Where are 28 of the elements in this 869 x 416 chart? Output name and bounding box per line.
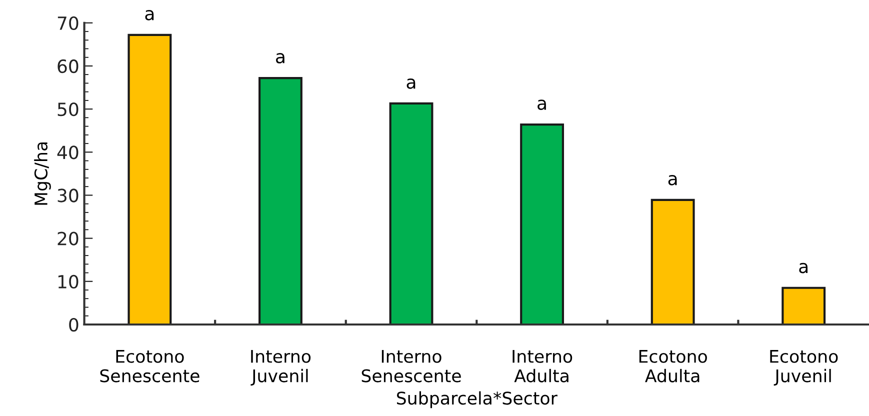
x-tick-label: Ecotono Adulta (639, 350, 707, 382)
annotation: a (276, 53, 284, 64)
x-tick-label: Ecotono Juvenil (770, 350, 838, 386)
annotation: a (668, 174, 677, 186)
y-tick-label: 60 (58, 59, 78, 74)
x-tick-label: Ecotono Senescente (100, 350, 200, 382)
x-axis-title: Subparcela*Sector (396, 391, 558, 408)
y-tick-label: 50 (58, 102, 78, 116)
bar (520, 124, 564, 324)
bar (258, 76, 302, 324)
y-axis-title: MgC/ha (34, 142, 51, 205)
y-tick-label: 10 (58, 274, 78, 289)
y-tick-label: 40 (57, 146, 78, 160)
bar (389, 102, 434, 324)
annotation: a (538, 100, 546, 110)
bar (782, 286, 826, 324)
y-tick-label: 70 (58, 16, 78, 30)
annotation: a (406, 78, 416, 89)
annotation: a (145, 10, 154, 20)
x-tick-label: Interno Adulta (512, 350, 572, 382)
y-tick-label: 30 (58, 188, 78, 202)
bar (128, 34, 172, 324)
x-tick-label: Interno Juvenil (250, 350, 311, 386)
annotation: a (799, 262, 808, 274)
bar (650, 198, 695, 324)
x-tick-label: Interno Senescente (362, 350, 461, 382)
y-tick-label: 0 (69, 318, 78, 332)
y-tick-label: 20 (58, 232, 78, 246)
